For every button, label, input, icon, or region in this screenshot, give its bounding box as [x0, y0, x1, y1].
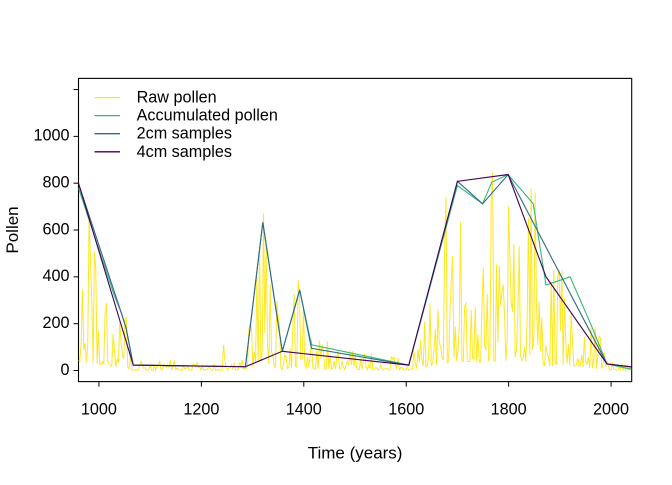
svg-text:1200: 1200: [183, 401, 219, 419]
svg-text:Raw pollen: Raw pollen: [137, 89, 217, 107]
svg-text:400: 400: [42, 267, 69, 285]
svg-text:Time (years): Time (years): [308, 444, 403, 463]
svg-text:1800: 1800: [491, 401, 527, 419]
svg-text:0: 0: [60, 361, 69, 379]
svg-text:200: 200: [42, 314, 69, 332]
svg-text:4cm samples: 4cm samples: [137, 143, 232, 161]
svg-text:800: 800: [42, 173, 69, 191]
svg-text:1000: 1000: [33, 127, 69, 145]
svg-text:1000: 1000: [81, 401, 117, 419]
svg-text:Accumulated pollen: Accumulated pollen: [137, 107, 278, 125]
svg-text:600: 600: [42, 220, 69, 238]
svg-text:1600: 1600: [388, 401, 424, 419]
svg-text:1400: 1400: [286, 401, 322, 419]
svg-text:2000: 2000: [593, 401, 629, 419]
svg-text:2cm samples: 2cm samples: [137, 125, 232, 143]
svg-text:Pollen: Pollen: [3, 206, 22, 253]
